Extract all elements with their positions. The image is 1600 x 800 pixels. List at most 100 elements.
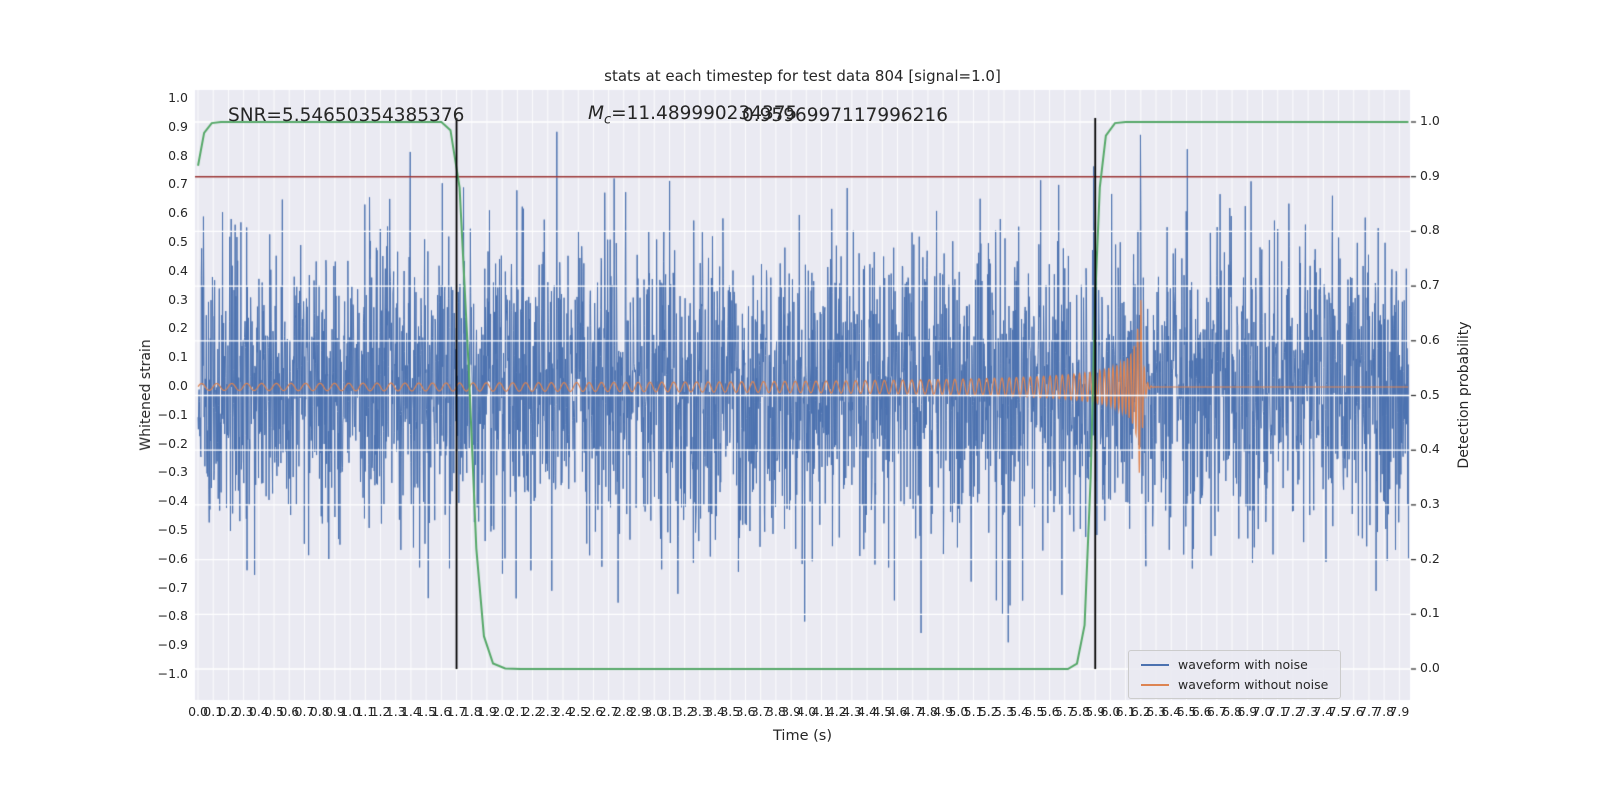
y-left-tick-label: −0.4 (157, 493, 188, 509)
x-tick-label: 1.4 (400, 704, 421, 719)
x-tick-label: 2.3 (537, 704, 558, 719)
x-tick-label: 7.7 (1358, 704, 1379, 719)
x-tick-label: 1.0 (340, 704, 361, 719)
x-tick-label: 3.8 (765, 704, 786, 719)
x-tick-label: 3.0 (644, 704, 665, 719)
x-tick-label: 1.3 (385, 704, 406, 719)
y-left-tick-label: −0.7 (157, 579, 188, 595)
x-tick-label: 6.4 (1161, 704, 1182, 719)
legend: waveform with noise waveform without noi… (1128, 650, 1342, 699)
annotation-probability-value: 0.9596997117996216 (742, 105, 948, 126)
y-right-tick-label: 0.4 (1420, 441, 1440, 457)
x-tick-label: 5.2 (978, 704, 999, 719)
chirp-mass-symbol: M (588, 103, 604, 124)
y-right-tick-label: 0.5 (1420, 386, 1440, 402)
x-tick-label: 6.0 (1100, 704, 1121, 719)
x-tick-label: 1.9 (477, 704, 497, 719)
x-tick-label: 5.7 (1054, 704, 1075, 719)
y-left-tick-label: 0.2 (168, 320, 188, 336)
x-tick-label: 5.4 (1009, 704, 1030, 719)
y-right-tick-label: 0.3 (1420, 495, 1440, 511)
chart-title: stats at each timestep for test data 804… (604, 67, 1001, 85)
y-left-tick-label: 0.9 (168, 118, 188, 134)
x-tick-label: 2.7 (598, 704, 619, 719)
y-left-tick-label: 0.0 (168, 378, 188, 393)
x-tick-label: 2.2 (522, 704, 543, 719)
y-left-tick-label: −0.9 (157, 637, 188, 653)
x-tick-label: 5.6 (1039, 704, 1060, 719)
x-tick-label: 4.3 (841, 704, 862, 719)
y-left-tick-label: −0.8 (157, 608, 188, 624)
x-tick-label: 7.9 (1389, 704, 1410, 719)
y-left-tick-label: 0.7 (168, 176, 188, 192)
y-axis-label-right: Detection probability (1456, 321, 1472, 469)
x-tick-label: 7.3 (1298, 704, 1319, 719)
legend-item-without-noise: waveform without noise (1141, 677, 1328, 692)
y-right-tick-label: 1.0 (1420, 113, 1440, 128)
x-tick-label: 4.2 (826, 704, 847, 719)
y-left-tick-label: 0.5 (168, 234, 188, 249)
x-tick-label: 5.8 (1070, 704, 1090, 719)
x-tick-label: 0.5 (264, 704, 285, 719)
x-tick-label: 4.6 (887, 704, 908, 719)
x-tick-label: 0.6 (279, 704, 300, 719)
x-tick-label: 3.4 (705, 704, 726, 719)
x-tick-label: 5.1 (963, 704, 984, 719)
y-left-tick-label: −0.1 (157, 406, 188, 422)
x-tick-label: 0.9 (324, 704, 345, 719)
x-tick-label: 3.3 (689, 704, 710, 719)
x-tick-label: 2.0 (492, 704, 513, 719)
x-tick-label: 2.5 (568, 704, 589, 719)
y-left-tick-label: 0.8 (168, 147, 188, 163)
x-tick-label: 1.7 (446, 704, 467, 719)
x-tick-label: 7.4 (1313, 704, 1334, 719)
legend-label: waveform with noise (1178, 657, 1308, 672)
x-tick-label: 3.7 (750, 704, 771, 719)
x-tick-label: 6.2 (1130, 704, 1151, 719)
x-tick-label: 4.5 (872, 704, 893, 719)
x-tick-label: 0.3 (233, 704, 254, 719)
x-tick-label: 3.5 (720, 704, 741, 719)
x-tick-label: 6.5 (1176, 704, 1197, 719)
legend-line-swatch-orange (1141, 683, 1169, 686)
y-left-tick-label: −0.2 (157, 435, 188, 451)
legend-label: waveform without noise (1178, 677, 1329, 692)
x-tick-label: 1.5 (416, 704, 437, 719)
x-tick-label: 5.5 (1024, 704, 1045, 719)
x-tick-label: 6.1 (1115, 704, 1136, 719)
x-tick-label: 5.3 (994, 704, 1014, 719)
annotation-snr: SNR=5.54650354385376 (228, 105, 465, 126)
y-right-tick-label: 0.6 (1420, 331, 1440, 347)
x-tick-label: 2.6 (583, 704, 604, 719)
x-tick-label: 2.4 (553, 704, 573, 719)
y-right-tick-label: 0.9 (1420, 167, 1440, 183)
x-tick-label: 7.2 (1282, 704, 1303, 719)
x-tick-label: 5.9 (1085, 704, 1106, 719)
x-tick-label: 2.9 (629, 704, 649, 719)
y-left-tick-label: −0.6 (157, 550, 188, 566)
x-tick-label: 0.0 (188, 704, 208, 719)
x-tick-label: 3.2 (674, 704, 695, 719)
y-right-tick-label: 0.1 (1420, 605, 1440, 621)
x-tick-label: 3.6 (735, 704, 756, 719)
y-left-tick-label: 0.3 (168, 291, 188, 307)
legend-line-swatch-blue (1141, 663, 1169, 666)
x-tick-label: 6.8 (1222, 704, 1243, 719)
x-tick-label: 7.6 (1343, 704, 1364, 719)
y-left-tick-label: −0.5 (157, 522, 188, 537)
x-tick-label: 5.0 (948, 704, 969, 719)
y-left-tick-label: 0.4 (168, 262, 188, 278)
x-tick-label: 0.8 (309, 704, 330, 719)
x-tick-label: 4.7 (902, 704, 923, 719)
x-tick-label: 7.5 (1328, 704, 1349, 719)
x-tick-label: 4.8 (918, 704, 938, 719)
x-tick-label: 0.2 (218, 704, 239, 719)
y-left-tick-label: −1.0 (157, 666, 188, 681)
y-left-tick-label: 1.0 (168, 90, 188, 105)
x-tick-label: 3.9 (781, 704, 802, 719)
x-tick-label: 1.2 (370, 704, 391, 719)
x-tick-label: 2.8 (613, 704, 634, 719)
x-tick-label: 6.6 (1191, 704, 1212, 719)
x-tick-label: 2.1 (507, 704, 528, 719)
